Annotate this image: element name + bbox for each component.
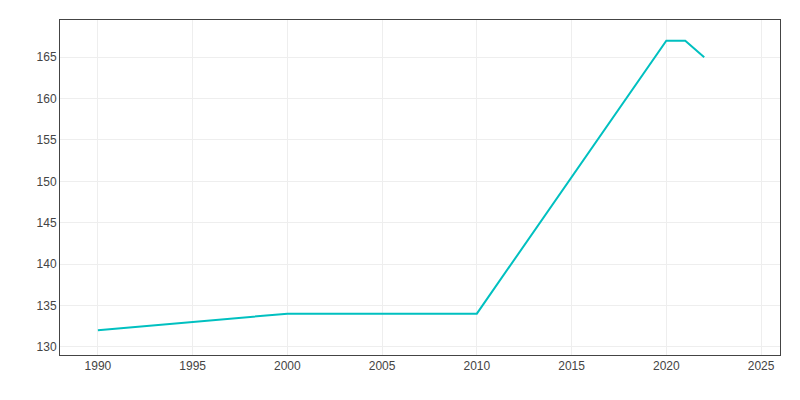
svg-text:130: 130 <box>37 340 57 354</box>
svg-text:1990: 1990 <box>85 359 112 373</box>
svg-text:1995: 1995 <box>179 359 206 373</box>
svg-text:2000: 2000 <box>274 359 301 373</box>
svg-text:2025: 2025 <box>748 359 775 373</box>
svg-text:155: 155 <box>37 133 57 147</box>
svg-text:145: 145 <box>37 216 57 230</box>
svg-text:2005: 2005 <box>369 359 396 373</box>
svg-text:135: 135 <box>37 299 57 313</box>
svg-text:2010: 2010 <box>463 359 490 373</box>
svg-text:165: 165 <box>37 50 57 64</box>
svg-text:160: 160 <box>37 92 57 106</box>
svg-text:140: 140 <box>37 257 57 271</box>
svg-text:2020: 2020 <box>653 359 680 373</box>
svg-text:2015: 2015 <box>558 359 585 373</box>
svg-text:150: 150 <box>37 175 57 189</box>
